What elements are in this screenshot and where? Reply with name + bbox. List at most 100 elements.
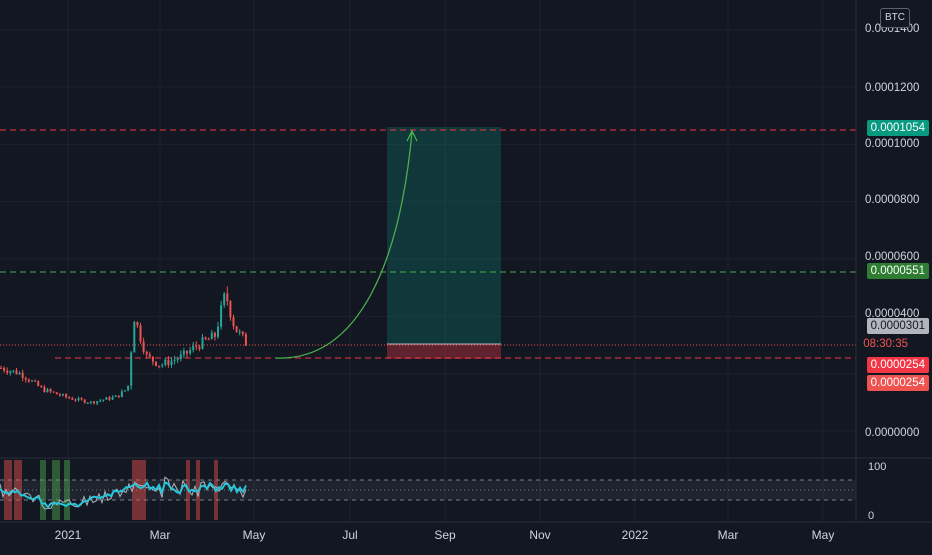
candle-body <box>161 364 164 366</box>
stop-price-tag[interactable]: 0.0000254 <box>866 357 929 373</box>
price-tick: 0.0001200 <box>865 82 919 94</box>
candle-body <box>74 399 77 401</box>
time-tick: May <box>812 528 835 542</box>
take-profit-price-tag[interactable]: 0.0000551 <box>866 263 929 279</box>
indicator-highlight <box>132 460 146 520</box>
candle-body <box>102 399 105 401</box>
indicator-level-0: 0 <box>868 510 874 522</box>
candle-body <box>77 398 80 401</box>
target-price-tag[interactable]: 0.0001054 <box>866 120 929 136</box>
candle-body <box>9 371 12 373</box>
stop-price-tag-2[interactable]: 0.0000254 <box>866 375 929 391</box>
candle-body <box>43 387 46 393</box>
projection-arrow[interactable] <box>274 131 413 359</box>
candle-body <box>148 354 151 357</box>
indicator-highlight <box>64 460 70 520</box>
candle-body <box>62 394 64 396</box>
candle-body <box>170 360 173 366</box>
time-tick: Mar <box>718 528 739 542</box>
candle-body <box>204 337 207 340</box>
currency-badge[interactable]: BTC <box>880 8 910 28</box>
candle-body <box>117 395 120 398</box>
candle-body <box>46 389 49 393</box>
price-tick: 0.0000000 <box>865 427 919 439</box>
candle-body <box>49 389 52 392</box>
time-tick: May <box>243 528 266 542</box>
candle-body <box>24 377 27 380</box>
candle-body <box>120 391 123 398</box>
candle-body <box>167 359 170 366</box>
price-levels <box>0 129 856 359</box>
candle-body <box>3 367 6 371</box>
candle-body <box>83 399 86 403</box>
candle-body <box>158 365 161 367</box>
candle-body <box>124 390 126 392</box>
candle-body <box>65 394 68 398</box>
candle-body <box>18 372 21 375</box>
time-tick: Nov <box>529 528 550 542</box>
candle-body <box>80 398 83 400</box>
candle-body <box>192 345 195 351</box>
axis-separators <box>0 0 932 523</box>
candle-body <box>179 354 182 359</box>
candle-body <box>229 301 232 318</box>
candle-body <box>217 326 219 337</box>
candle-body <box>27 379 30 382</box>
candle-body <box>176 358 179 360</box>
price-tick: 0.0000800 <box>865 194 919 206</box>
candle-body <box>210 332 213 340</box>
candle-body <box>195 345 198 347</box>
loss-zone[interactable] <box>387 344 501 359</box>
candle-body <box>151 356 154 362</box>
last-price-tag[interactable]: 0.0000301 <box>866 318 929 334</box>
candle-body <box>55 392 58 395</box>
candle-body <box>34 380 37 382</box>
candle-body <box>96 401 99 404</box>
candle-body <box>238 331 241 333</box>
candle-body <box>164 359 167 365</box>
candle-body <box>201 337 204 349</box>
projection-box[interactable] <box>387 127 501 359</box>
candle-body <box>142 341 145 353</box>
candle-body <box>130 352 133 386</box>
price-tick: 0.0001000 <box>865 138 919 150</box>
price-axis[interactable]: 0.0001400 0.0001200 0.0001000 0.0000800 … <box>865 23 919 439</box>
candle-body <box>93 401 95 404</box>
price-tick: 0.0000400 <box>865 308 919 320</box>
candle-body <box>40 385 43 388</box>
candle-body <box>133 321 136 353</box>
candle-body <box>68 397 71 399</box>
candle-body <box>145 352 148 355</box>
candle-body <box>6 370 9 373</box>
indicator-pane[interactable]: 100 0 <box>0 457 932 522</box>
candle-body <box>207 339 210 341</box>
time-tick: Jul <box>342 528 357 542</box>
indicator-highlight <box>4 460 12 520</box>
candle-body <box>0 367 2 369</box>
candle-body <box>58 394 61 396</box>
candle-body <box>226 293 229 302</box>
candle-body <box>220 305 223 327</box>
candle-body <box>189 350 192 354</box>
candle-body <box>12 370 15 372</box>
candle-body <box>235 326 238 333</box>
candle-body <box>114 395 117 397</box>
time-tick: Mar <box>150 528 171 542</box>
candle-body <box>241 331 244 335</box>
candle-body <box>71 398 74 400</box>
time-axis[interactable]: 2021 Mar May Jul Sep Nov 2022 Mar May <box>55 528 835 542</box>
candle-body <box>244 334 247 346</box>
candle-body <box>198 346 201 349</box>
candle-body <box>139 325 142 342</box>
candle-body <box>52 391 55 393</box>
candle-body <box>37 381 40 386</box>
candle-body <box>155 361 157 366</box>
candle-body <box>21 372 24 378</box>
candle-body <box>223 293 226 306</box>
candle-body <box>173 359 176 361</box>
indicator-highlight <box>52 460 60 520</box>
profit-zone[interactable] <box>387 127 501 344</box>
candle-body <box>108 397 111 400</box>
